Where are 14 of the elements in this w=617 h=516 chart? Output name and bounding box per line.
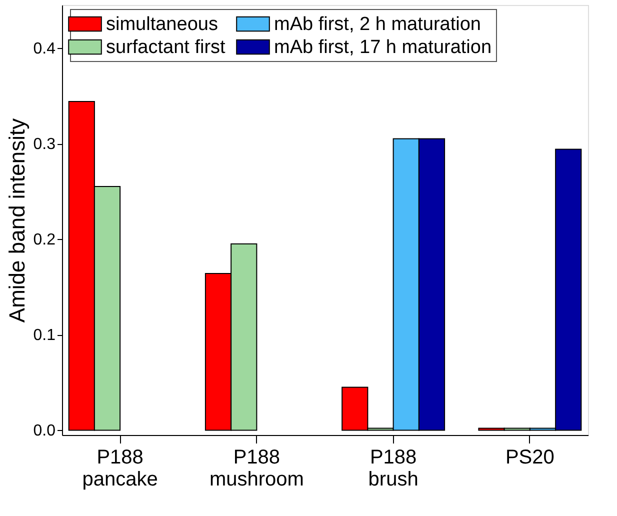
legend-label: simultaneous — [106, 14, 218, 35]
y-tick-label: 0.4 — [33, 40, 56, 58]
legend-label: surfactant first — [106, 37, 226, 58]
x-tick-label: P188 mushroom — [209, 446, 304, 490]
legend-label: mAb first, 2 h maturation — [274, 14, 481, 35]
y-axis-title: Amide band intensity — [4, 118, 30, 323]
y-tick-label: 0.1 — [33, 327, 56, 344]
y-tick-label: 0.0 — [33, 422, 56, 440]
y-tick-label: 0.2 — [33, 232, 56, 249]
x-tick-label: P188 pancake — [82, 446, 158, 490]
legend-label: mAb first, 17 h maturation — [274, 37, 492, 58]
x-tick-label: P188 brush — [368, 446, 418, 490]
x-tick-label: PS20 — [505, 446, 554, 468]
y-tick-label: 0.3 — [33, 136, 56, 154]
